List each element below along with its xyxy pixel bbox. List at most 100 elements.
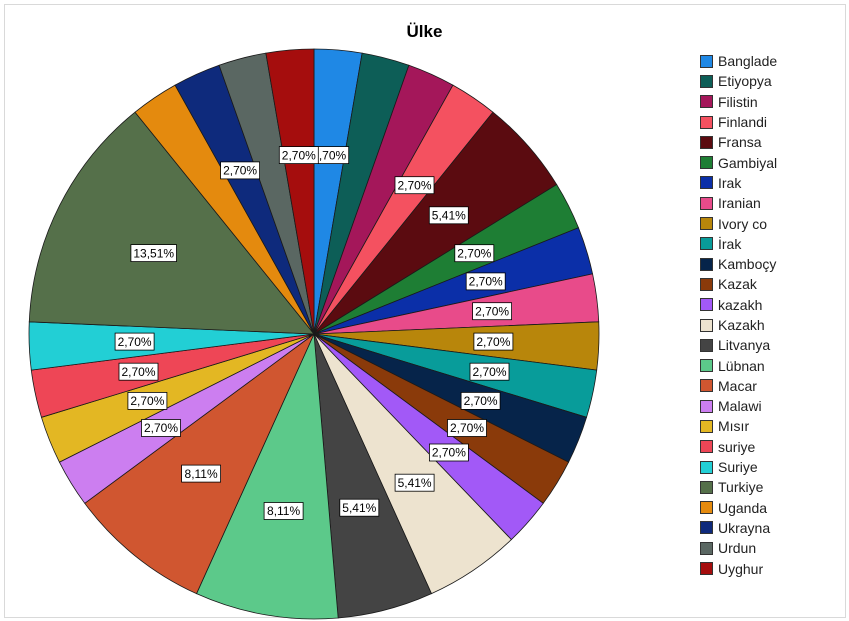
legend-item-26: Uyghur [700,558,777,578]
legend-label: Turkiye [718,479,764,496]
legend-swatch [700,460,713,474]
slice-label-5: 5,41% [428,206,469,225]
svg-text:8,11%: 8,11% [185,467,218,481]
slice-label-19: 2,70% [127,391,168,410]
legend-swatch [700,399,713,413]
slice-label-15: 5,41% [339,498,380,517]
pie-slice-26 [265,48,315,335]
svg-text:2,70%: 2,70% [464,394,498,408]
slice-label-10: 2,70% [469,362,510,381]
pie-slice-16 [195,332,339,620]
legend-label: Filistin [718,93,758,110]
legend-swatch [700,338,713,352]
slice-label-22: 13,51% [130,244,177,263]
svg-text:2,70%: 2,70% [130,394,164,408]
legend-item-20: suriye [700,437,777,457]
legend-item-4: Finlandi [700,112,777,132]
svg-text:5,41%: 5,41% [342,501,376,515]
legend-item-23: Uganda [700,498,777,518]
legend-swatch [700,298,713,312]
legend-item-24: Ukrayna [700,518,777,538]
legend-label: Kazak [718,276,757,293]
svg-text:2,70%: 2,70% [450,421,484,435]
chart-title: Ülke [406,22,443,41]
slice-label-12: 2,70% [447,419,487,437]
legend-swatch [700,217,713,231]
svg-text:2,70%: 2,70% [223,164,257,178]
svg-text:5,41%: 5,41% [432,209,466,223]
legend-item-12: Kazak [700,274,777,294]
legend-swatch [700,562,713,576]
legend-label: Finlandi [718,114,768,131]
pie-slice-22 [28,111,315,335]
svg-text:5,41%: 5,41% [398,476,432,490]
slice-label-20: 2,70% [118,362,159,381]
legend-item-21: Suriye [700,457,777,477]
slice-label-7: 2,70% [465,272,506,291]
legend-swatch [700,196,713,210]
pie-slice-17 [84,332,315,595]
legend-label: Ukrayna [718,519,771,536]
legend-swatch [700,501,713,515]
slice-label-4: 2,70% [394,176,435,195]
legend-item-19: Mısır [700,416,777,436]
legend-label: Iranian [718,195,761,212]
svg-text:2,70%: 2,70% [144,421,178,435]
slice-label-18: 2,70% [141,419,181,437]
legend-label: Irak [718,174,742,191]
legend-item-10: İrak [700,234,777,254]
legend-item-6: Gambiyal [700,152,777,172]
slice-label-13: 2,70% [428,443,469,462]
legend-item-16: Lübnan [700,355,777,375]
legend-swatch [700,257,713,271]
legend-swatch [700,480,713,494]
legend-item-2: Etiyopya [700,71,777,91]
svg-text:2,70%: 2,70% [312,148,346,162]
svg-text:2,70%: 2,70% [472,365,506,379]
legend-label: Banglade [718,53,778,70]
legend-label: Kazakh [718,317,765,333]
legend-label: Uganda [718,499,768,516]
legend-swatch [700,379,713,393]
legend-label: Suriye [718,459,758,476]
legend-label: Etiyopya [718,73,772,90]
legend: Banglade Etiyopya Filistin Finlandi Fransa Ga… [700,51,777,579]
legend-label: Kamboçy [718,256,777,273]
legend-item-3: Filistin [700,92,777,112]
svg-text:2,70%: 2,70% [282,148,316,162]
svg-text:2,70%: 2,70% [397,178,431,192]
legend-item-8: Iranian [700,193,777,213]
slice-label-8: 2,70% [472,302,513,321]
slice-label-21: 2,70% [114,332,155,351]
legend-swatch [700,318,713,332]
legend-item-11: Kamboçy [700,254,777,274]
legend-item-9: Ivory co [700,213,777,233]
legend-swatch [700,237,713,251]
legend-swatch [700,419,713,433]
svg-text:2,70%: 2,70% [432,446,466,460]
svg-text:13,51%: 13,51% [133,246,174,260]
legend-item-25: Urdun [700,538,777,558]
legend-swatch [700,277,713,291]
legend-label: suriye [718,438,756,455]
slice-label-6: 2,70% [454,244,495,263]
slice-label-1: 2,70% [309,146,350,165]
slice-label-26: 2,70% [278,146,319,165]
slice-label-16: 8,11% [263,502,304,520]
legend-item-1: Banglade [700,51,777,71]
legend-label: İrak [718,235,742,252]
legend-label: Mısır [718,418,750,435]
legend-item-22: Turkiye [700,477,777,497]
legend-label: Malawi [718,398,762,415]
legend-label: Ivory co [718,215,768,232]
slice-label-17: 8,11% [181,464,222,483]
svg-text:2,70%: 2,70% [118,335,152,349]
legend-label: Macar [718,377,757,394]
legend-label: Uyghur [718,560,764,577]
legend-item-15: Litvanya [700,335,777,355]
svg-text:2,70%: 2,70% [121,365,155,379]
legend-swatch [700,135,713,149]
legend-swatch [700,176,713,190]
legend-label: Fransa [718,134,762,151]
svg-text:2,70%: 2,70% [457,246,491,260]
